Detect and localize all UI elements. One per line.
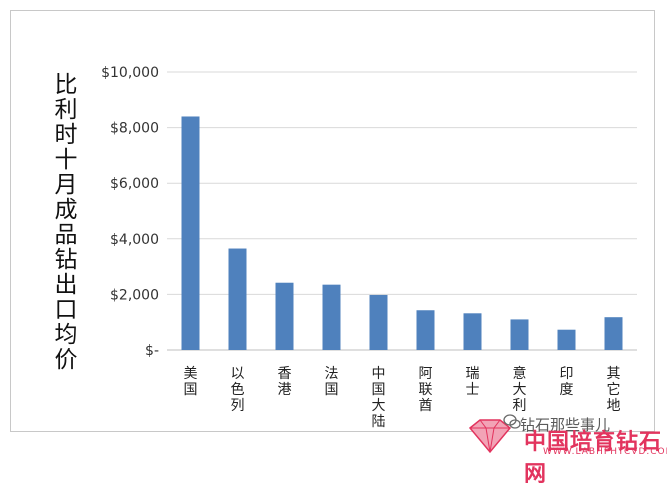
bar xyxy=(181,116,200,350)
x-tick-label: 香港 xyxy=(278,366,292,398)
x-tick-label: 其它地 xyxy=(607,366,621,414)
y-tick-label: $2,000 xyxy=(110,287,159,303)
y-axis-label: 比利时十月成品钻出口均价 xyxy=(55,72,78,373)
y-tick-label: $6,000 xyxy=(110,176,159,192)
wechat-icon xyxy=(503,414,521,429)
bar xyxy=(228,248,247,350)
y-tick-label: $4,000 xyxy=(110,232,159,248)
x-tick-label: 印度 xyxy=(560,366,574,398)
x-tick-label: 以色列 xyxy=(231,366,245,414)
x-tick-label: 中国大陆 xyxy=(372,366,386,430)
bar xyxy=(604,317,623,350)
x-tick-label: 美国 xyxy=(184,366,198,398)
diamond-logo-icon xyxy=(468,419,512,454)
bar xyxy=(369,294,388,350)
watermark-account: 钻石那些事儿 xyxy=(520,416,611,434)
chart-figure: $- $2,000 $4,000 $6,000 $8,000 $10,000 美国 以色列 香… xyxy=(10,10,667,487)
x-tick-label: 法国 xyxy=(325,366,339,398)
bar-chart: $- $2,000 $4,000 $6,000 $8,000 $10,000 美国 以色列 香… xyxy=(55,65,637,430)
x-tick-label: 意大利 xyxy=(513,365,527,414)
bar xyxy=(416,310,435,350)
watermark-url: WWW.LABHPHTCVD.COM xyxy=(543,447,667,457)
y-tick-label: $8,000 xyxy=(110,121,159,137)
y-tick-label: $- xyxy=(145,343,159,359)
bar xyxy=(275,282,294,350)
bar xyxy=(322,284,341,350)
bar xyxy=(510,319,529,350)
x-tick-label: 瑞士 xyxy=(466,366,480,398)
bar xyxy=(557,329,576,350)
y-tick-label: $10,000 xyxy=(101,65,159,81)
chart-frame xyxy=(10,10,655,432)
bar xyxy=(463,313,482,350)
x-tick-label: 阿联酋 xyxy=(419,366,433,414)
